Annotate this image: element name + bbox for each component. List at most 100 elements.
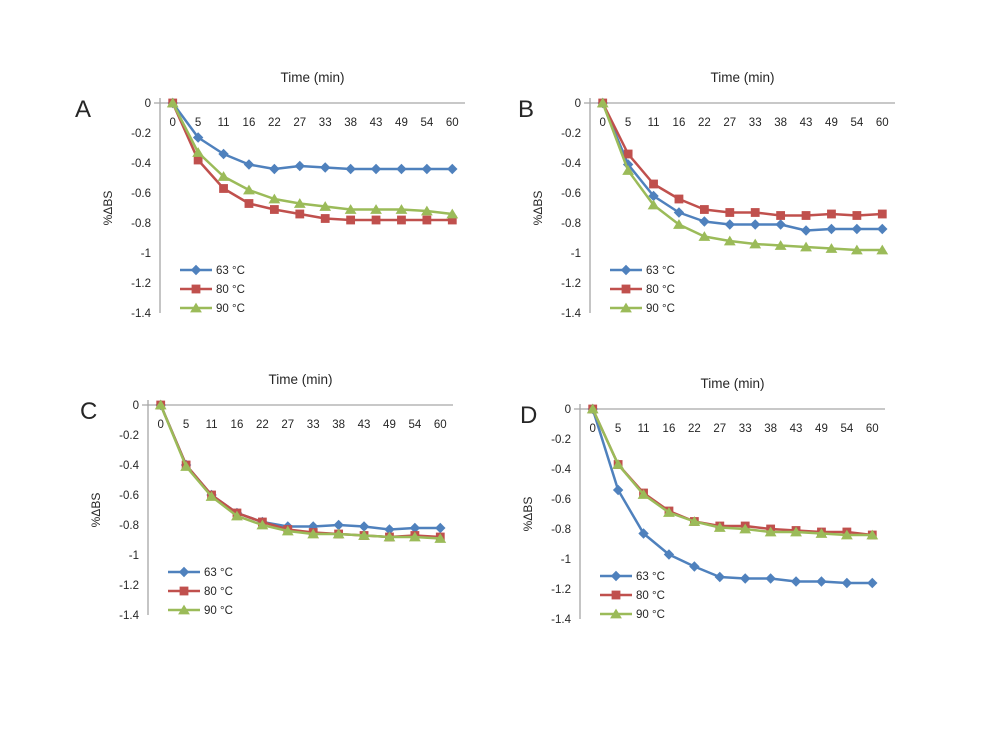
series-line xyxy=(601,101,884,217)
x-tick-label: 60 xyxy=(434,419,447,431)
x-tick-label: 43 xyxy=(370,117,383,129)
x-tick-label: 5 xyxy=(183,419,189,431)
square-marker xyxy=(179,586,189,596)
x-tick-label: 54 xyxy=(850,117,863,129)
x-tick-label: 43 xyxy=(800,117,813,129)
y-tick-label: -0.2 xyxy=(551,434,571,446)
x-axis-title: Time (min) xyxy=(711,70,775,85)
triangle-marker xyxy=(622,165,635,175)
y-tick-label: -0.8 xyxy=(551,524,571,536)
x-tick-label: 27 xyxy=(281,419,294,431)
chart-a: 0 -0.2 -0.4 -0.6 -0.8 -1 -1.2 -1.4 0 5 11 16 22 27 33 3… xyxy=(75,70,465,320)
triangle-marker xyxy=(713,522,726,532)
diamond-marker xyxy=(877,223,888,235)
x-tick-label: 0 xyxy=(170,117,176,129)
y-axis-title: %ΔBS xyxy=(531,191,545,226)
triangle-marker xyxy=(256,519,269,530)
triangle-marker xyxy=(749,238,762,249)
diamond-marker xyxy=(689,561,700,572)
x-tick-label: 49 xyxy=(383,419,396,431)
x-tick-label: 60 xyxy=(876,117,889,129)
diamond-marker xyxy=(620,264,632,276)
x-tick-label: 38 xyxy=(764,423,777,435)
triangle-marker xyxy=(358,530,370,540)
series-line xyxy=(591,407,874,585)
square-marker xyxy=(621,284,631,294)
square-marker xyxy=(776,211,786,220)
x-tick-label: 38 xyxy=(344,117,357,129)
diamond-marker xyxy=(192,132,204,143)
y-tick-label: -1.4 xyxy=(119,610,139,622)
x-tick-label: 27 xyxy=(713,423,726,435)
y-tick-label: -0.8 xyxy=(561,218,581,230)
diamond-marker xyxy=(867,577,878,589)
triangle-marker xyxy=(190,302,202,313)
x-tick-label: 16 xyxy=(243,117,256,129)
square-marker xyxy=(649,179,658,189)
square-marker xyxy=(371,215,381,225)
y-axis-title: %ΔBS xyxy=(521,497,535,532)
y-tick-label: -0.2 xyxy=(119,430,139,442)
triangle-marker xyxy=(344,204,357,214)
triangle-marker xyxy=(408,531,421,542)
x-tick-label: 49 xyxy=(395,117,408,129)
x-tick-label: 54 xyxy=(840,423,853,435)
x-tick-label: 33 xyxy=(739,423,752,435)
x-tick-label: 5 xyxy=(615,423,621,435)
x-tick-label: 0 xyxy=(600,117,606,129)
diamond-marker xyxy=(190,264,202,276)
diamond-marker xyxy=(409,522,421,534)
square-marker xyxy=(699,205,709,214)
triangle-marker xyxy=(739,523,752,534)
y-tick-label: -1 xyxy=(571,248,581,260)
triangle-marker xyxy=(647,199,660,210)
square-marker xyxy=(827,209,836,219)
square-marker xyxy=(346,215,356,225)
diamond-marker xyxy=(294,160,305,172)
square-marker xyxy=(295,209,305,219)
triangle-marker xyxy=(217,171,230,181)
panel-b: 0 -0.2 -0.4 -0.6 -0.8 -1 -1.2 -1.4 0 5 11 16 22 27 33 3… xyxy=(485,60,917,350)
diamond-marker xyxy=(320,162,331,173)
triangle-marker xyxy=(620,302,632,313)
panel-d: 0 -0.2 -0.4 -0.6 -0.8 -1 -1.2 -1.4 0 5 11 16 22 27 33 3… xyxy=(475,366,907,656)
triangle-marker xyxy=(866,529,879,540)
chart-c: 0 -0.2 -0.4 -0.6 -0.8 -1 -1.2 -1.4 0 5 11 16 22 27 33 3… xyxy=(80,372,453,622)
legend-label: 90 °C xyxy=(646,303,675,315)
x-tick-label: 11 xyxy=(638,423,650,435)
x-tick-label: 54 xyxy=(420,117,433,129)
triangle-marker xyxy=(434,533,447,543)
x-tick-label: 16 xyxy=(663,423,676,435)
triangle-marker xyxy=(166,97,179,108)
legend-label: 80 °C xyxy=(636,590,665,602)
diamond-marker xyxy=(243,159,255,170)
triangle-marker xyxy=(192,147,205,157)
triangle-marker xyxy=(395,204,408,214)
triangle-marker xyxy=(774,240,787,250)
square-marker xyxy=(447,215,457,225)
y-tick-label: -0.6 xyxy=(561,188,581,200)
y-tick-label: -0.4 xyxy=(131,158,151,170)
triangle-marker xyxy=(825,243,838,253)
x-tick-label: 11 xyxy=(206,419,218,431)
square-marker xyxy=(611,590,621,600)
series-line xyxy=(159,403,442,531)
diamond-marker xyxy=(816,576,827,587)
x-tick-label: 49 xyxy=(815,423,828,435)
diamond-marker xyxy=(435,522,446,534)
x-tick-label: 38 xyxy=(774,117,787,129)
x-tick-label: 60 xyxy=(866,423,879,435)
panel-letter: C xyxy=(80,398,97,425)
diamond-marker xyxy=(714,571,725,583)
x-tick-label: 5 xyxy=(195,117,201,129)
y-tick-label: -1.2 xyxy=(119,580,139,592)
triangle-marker xyxy=(698,231,711,241)
y-tick-label: -0.6 xyxy=(119,490,139,502)
y-tick-label: 0 xyxy=(133,400,139,412)
x-tick-label: 0 xyxy=(158,419,164,431)
triangle-marker xyxy=(293,198,306,208)
x-tick-label: 11 xyxy=(648,117,660,129)
triangle-marker xyxy=(840,529,853,540)
square-marker xyxy=(750,208,760,217)
square-marker xyxy=(219,184,228,193)
